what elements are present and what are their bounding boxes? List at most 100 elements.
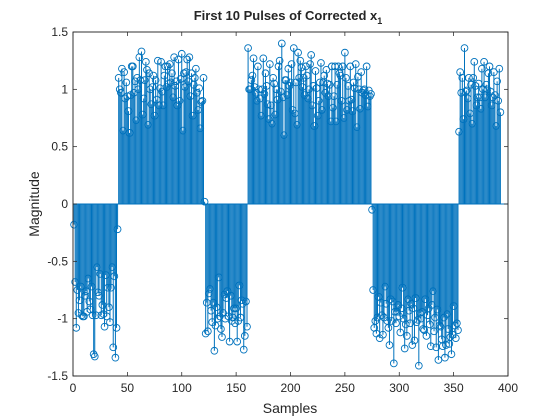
stem-marker [316, 78, 324, 87]
stem-marker [185, 53, 194, 62]
stem-marker [339, 114, 348, 122]
stem-marker [285, 82, 294, 90]
stem-marker [463, 94, 472, 103]
stem-marker [259, 54, 268, 63]
stem-marker [287, 60, 296, 68]
stem-marker [289, 44, 298, 52]
stem-marker [120, 68, 128, 76]
stem-marker [169, 93, 177, 102]
stem-marker [125, 129, 134, 137]
stem-marker [260, 90, 269, 98]
stem-marker [236, 313, 245, 322]
stem-marker [279, 93, 287, 102]
y-axis-label: Magnitude [26, 171, 42, 237]
stem-marker [454, 326, 462, 334]
stem-marker [114, 74, 123, 82]
stem-marker [418, 307, 426, 316]
stem-marker [119, 126, 127, 135]
stem-marker [174, 55, 183, 64]
stem-marker [298, 83, 307, 91]
stem-marker [368, 205, 376, 214]
x-axis-label: Samples [263, 400, 317, 416]
stem-marker [398, 283, 407, 292]
stem-marker [405, 306, 413, 315]
stem-marker [485, 62, 494, 71]
stem-marker [107, 283, 115, 292]
stem-marker [183, 55, 192, 64]
stem-marker [410, 336, 419, 345]
stem-marker [282, 76, 291, 85]
stem-marker [161, 62, 170, 71]
y-axis-ticks: -1.5 -1 -0.5 0 0.5 1 1.5 [47, 25, 508, 383]
stem-marker [311, 67, 320, 75]
stem-marker [272, 85, 281, 94]
stem-marker [192, 64, 200, 73]
stem-marker [124, 107, 133, 115]
stem-marker [343, 106, 351, 114]
stem-marker [356, 104, 364, 113]
stem-marker [385, 341, 394, 349]
stem-marker [352, 123, 361, 132]
stem-marker [243, 322, 251, 331]
stem-marker [413, 315, 422, 324]
stem-marker [280, 131, 288, 140]
stem-marker [149, 71, 158, 80]
stem-marker [310, 122, 319, 130]
x-tick-label: 250 [335, 381, 355, 395]
stem-marker [239, 345, 248, 354]
stem-marker [466, 109, 474, 118]
stem-marker [102, 312, 111, 321]
stem-marker [151, 76, 160, 85]
stem-marker [100, 322, 109, 331]
stem-marker [342, 74, 350, 82]
stem-marker [492, 122, 500, 130]
stem-marker [247, 76, 256, 85]
stem-marker [254, 62, 262, 71]
stem-marker [401, 320, 410, 329]
stem-marker [333, 80, 342, 89]
stem-marker [317, 59, 325, 67]
stem-marker [246, 85, 255, 94]
stem-marker [168, 69, 176, 78]
stem-marker [336, 71, 345, 80]
stem-marker [201, 329, 210, 338]
stem-marker [186, 92, 195, 101]
stem-marker [419, 325, 428, 333]
stem-marker [137, 47, 146, 56]
y-tick-label: 1.5 [51, 25, 68, 39]
y-tick-label: 1 [61, 82, 68, 96]
stem-marker [436, 322, 445, 331]
stem-marker [308, 101, 317, 110]
stem-marker [200, 197, 209, 206]
stem-marker [414, 361, 423, 370]
stem-marker [388, 297, 397, 306]
stem-marker [255, 85, 263, 94]
stem-marker [396, 328, 405, 337]
y-tick-label: -0.5 [47, 254, 68, 268]
stem-marker [101, 271, 110, 279]
stem-marker [293, 121, 301, 129]
y-tick-label: -1.5 [47, 369, 68, 383]
stem-marker [386, 295, 395, 304]
stem-marker [267, 101, 275, 110]
stem-marker [75, 296, 84, 305]
stem-marker [462, 86, 471, 95]
stem-marker [139, 94, 148, 103]
stem-marker [348, 107, 357, 115]
stem-marker [461, 87, 470, 96]
stem-marker [94, 288, 102, 297]
stem-marker [473, 93, 482, 102]
stem-marker [490, 68, 498, 76]
stem-marker [70, 220, 78, 229]
stem-marker [213, 314, 222, 323]
y-tick-label: 0 [61, 197, 68, 211]
chart-title-subscript: 1 [377, 16, 382, 26]
x-tick-label: 300 [389, 381, 409, 395]
stem-marker [145, 69, 153, 78]
stem-marker [211, 321, 220, 330]
stem-marker [474, 79, 483, 88]
marker-group [70, 39, 505, 370]
stem-marker [110, 272, 119, 281]
stem-marker [230, 304, 238, 313]
stem-marker [204, 327, 212, 336]
